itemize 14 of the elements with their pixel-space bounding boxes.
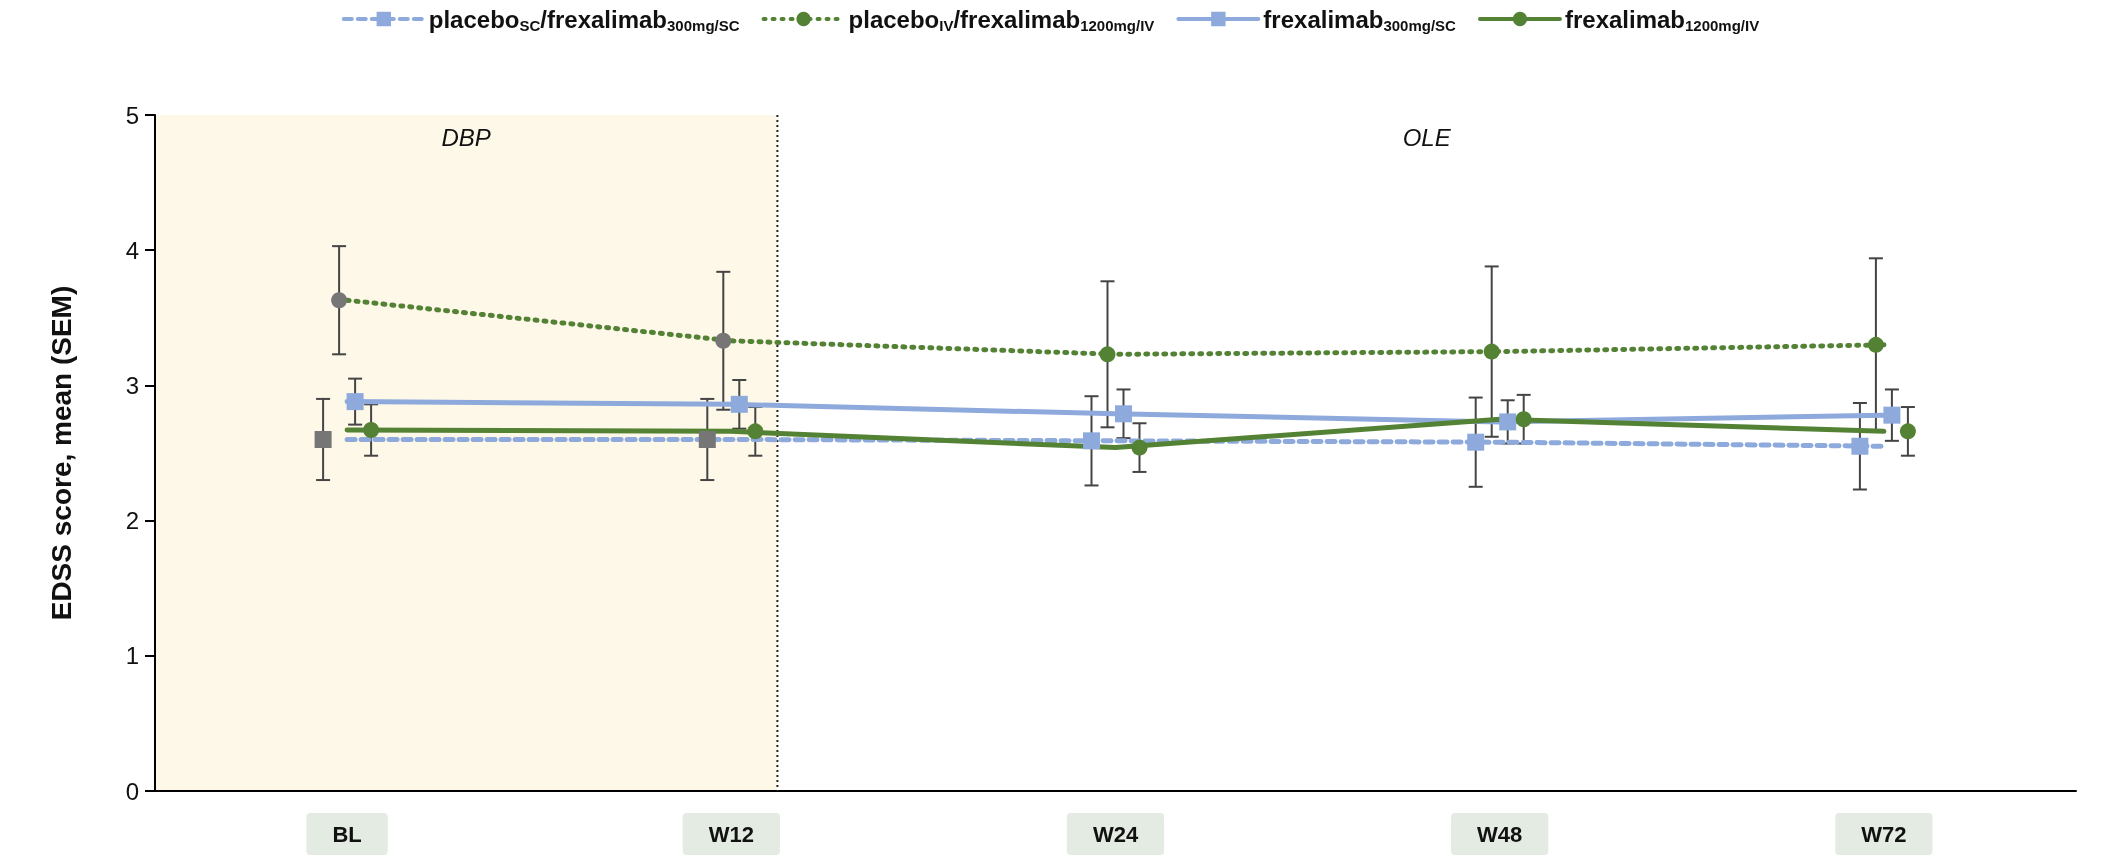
x-tick-label: W24 [1092, 821, 1139, 847]
x-tick-label: W72 [1861, 821, 1907, 847]
y-tick-label: 1 [125, 642, 139, 670]
y-tick-label: 4 [125, 236, 139, 264]
x-tick-label: W48 [1477, 821, 1523, 847]
x-tick-label: BL [332, 821, 362, 847]
y-tick-label: 2 [125, 507, 139, 535]
annotation: OLE [1402, 123, 1452, 151]
y-tick-label: 5 [125, 101, 139, 129]
y-tick-label: 3 [125, 371, 139, 399]
x-tick-label: W12 [708, 821, 754, 847]
band-label: DBP [441, 123, 491, 151]
y-axis-title: EDSS score, mean (SEM) [45, 285, 77, 621]
y-tick-label: 0 [125, 777, 139, 805]
